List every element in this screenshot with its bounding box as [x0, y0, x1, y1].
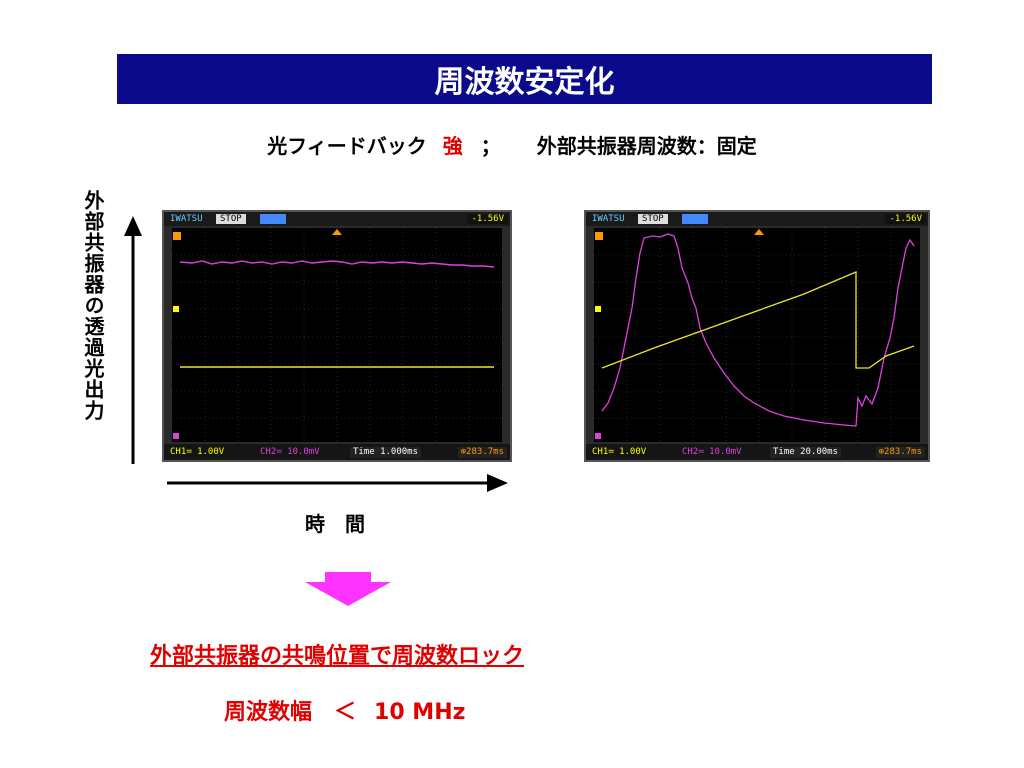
ch1-scale: CH1≕ 1.00V [170, 447, 225, 457]
bandwidth-value: 10 MHz [374, 700, 466, 725]
scope-footer: CH1≕ 1.00V CH2≕ 10.0mV Time 1.000ms ⊕283… [164, 444, 510, 460]
bandwidth-label: 周波数幅 [224, 700, 313, 725]
subtitle: 光フィードバック強 ； 外部共振器周波数：固定 [0, 130, 1024, 159]
scope-header: IWATSU STOP -1.56V [164, 212, 510, 226]
time-offset: ⊕283.7ms [457, 447, 507, 458]
less-than-symbol: ＜ [334, 700, 357, 725]
ch2-scale: CH2≕ 10.0mV [260, 447, 320, 457]
trigger-level: -1.56V [467, 214, 508, 224]
ch2-trace [179, 260, 495, 268]
subtitle-frequency: 外部共振器周波数：固定 [536, 134, 757, 158]
conclusion-text: 外部共振器の共鳴位置で周波数ロック [150, 644, 525, 669]
bandwidth-line: 周波数幅 ＜ 10 MHz [224, 694, 465, 726]
trigger-level: -1.56V [885, 214, 926, 224]
trigger-t-icon [173, 232, 181, 240]
status-badge: STOP [638, 214, 668, 224]
down-arrow-icon [305, 572, 391, 606]
trigger-marker-icon [754, 229, 764, 235]
waveform-area [172, 228, 502, 446]
ch1-scale: CH1≕ 1.00V [592, 447, 647, 457]
ch1-marker-icon [595, 306, 601, 312]
timebase: Time 1.000ms [350, 447, 422, 458]
waveform-plot [594, 228, 920, 446]
time-offset: ⊕283.7ms [875, 447, 925, 458]
scope-footer: CH1≕ 1.00V CH2≕ 10.0mV Time 20.00ms ⊕283… [586, 444, 928, 460]
x-axis-arrow [167, 474, 508, 492]
brand-label: IWATSU [592, 214, 625, 224]
oscilloscope-screen-2: IWATSU STOP -1.56V CH1≕ 1.00V CH2≕ 10.0m… [584, 210, 930, 462]
ch1-trace [601, 271, 915, 369]
trigger-t-icon [595, 232, 603, 240]
status-badge: STOP [216, 214, 246, 224]
subtitle-separator: ； [480, 134, 501, 158]
ch1-marker-icon [173, 306, 179, 312]
battery-icon [260, 214, 286, 224]
ch2-trace [601, 233, 915, 427]
brand-label: IWATSU [170, 214, 203, 224]
ch2-scale: CH2≕ 10.0mV [682, 447, 742, 457]
waveform-plot [172, 228, 502, 446]
subtitle-feedback: 光フィードバック [267, 134, 427, 158]
oscilloscope-screen-1: IWATSU STOP -1.56V CH1≕ 1.00V CH2≕ 10.0m… [162, 210, 512, 462]
battery-icon [682, 214, 708, 224]
y-axis-arrow [124, 216, 142, 464]
ch2-marker-icon [173, 433, 179, 439]
waveform-area [594, 228, 920, 446]
timebase: Time 20.00ms [770, 447, 842, 458]
subtitle-strong: 強 [442, 134, 463, 158]
ch2-marker-icon [595, 433, 601, 439]
y-axis-label: 外部共振器の透過光出力 [81, 190, 105, 421]
x-axis-label: 時 間 [305, 512, 365, 536]
slide-title: 周波数安定化 [117, 54, 932, 104]
trigger-marker-icon [332, 229, 342, 235]
scope-header: IWATSU STOP -1.56V [586, 212, 928, 226]
